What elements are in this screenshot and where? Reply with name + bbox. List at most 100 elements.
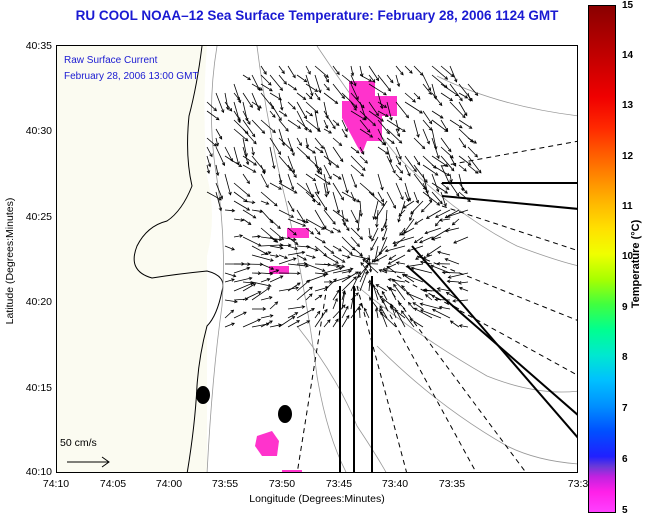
current-vector-head [318,294,323,299]
current-vector [458,119,473,129]
current-vector-head [293,87,298,91]
current-vector-head [356,198,361,203]
current-vector-head [302,96,307,100]
current-vector-head [444,258,449,262]
current-vector-head [333,278,337,282]
current-vector [389,287,397,301]
current-vector [440,92,453,101]
current-vector [260,191,278,207]
current-vector-head [344,134,348,139]
current-vector [206,101,217,111]
current-vector [278,236,297,241]
current-vector [390,303,397,319]
current-vector-head [464,190,468,195]
current-vector [296,254,307,261]
current-vector [287,282,301,292]
current-vector [413,191,419,204]
current-vector-head [449,320,454,324]
map-plot-area[interactable] [56,45,578,473]
current-vector [332,318,339,328]
current-vector-head [279,87,284,91]
current-vector [449,65,457,82]
current-vector-head [385,151,389,155]
current-vector [323,227,334,234]
current-vector [233,200,250,211]
current-vector-head [231,247,235,251]
current-vector-head [375,258,380,262]
current-vector [305,245,318,251]
current-vector [435,299,451,301]
current-vector [278,258,297,265]
current-vector [420,309,442,319]
current-vector [414,307,433,319]
current-vector [341,92,358,108]
current-vector-head [383,225,388,229]
current-vector [467,137,477,144]
current-vector-head [372,216,376,221]
current-vector [278,65,285,74]
current-vector-head [321,226,325,230]
current-vector-head [353,276,357,280]
current-vector [305,227,314,235]
current-vector-head [463,168,467,172]
current-vector [413,164,428,183]
current-vector-head [244,130,249,135]
current-vector-head [207,163,212,168]
x-tick-label: 73:35 [438,478,466,490]
current-vector [409,209,415,221]
current-vector-head [341,304,346,309]
current-vector [260,278,270,283]
current-vector [269,275,283,283]
current-vector-head [427,87,432,92]
current-vector [278,137,294,152]
current-vector [305,254,316,259]
current-vector-head [397,161,401,166]
current-vector-head [292,237,297,242]
current-vector-head [436,287,441,291]
current-vector-head [270,266,275,270]
current-vector-head [209,153,213,158]
current-vector-head [392,240,397,245]
radar-site-marker [196,386,210,404]
current-vector-head [459,97,463,102]
radar-beam-lines [339,182,577,472]
current-vector [296,308,315,319]
current-vector-head [431,237,436,241]
current-vector [430,265,451,274]
current-vector-head [386,130,390,135]
current-vector [377,191,384,203]
current-vector-head [281,70,285,75]
current-vector-head [379,305,383,310]
current-vector-head [406,248,411,253]
current-vector [359,271,368,292]
current-vector-head [385,113,389,117]
current-vector [450,320,460,328]
current-vector-head [387,261,392,265]
current-vector [215,137,219,146]
current-vector-head [320,145,324,149]
current-vector-head [309,112,314,117]
current-vector-head [310,92,314,97]
current-vector-head [265,201,270,205]
current-vector [350,288,356,310]
current-vector-head [369,134,374,138]
x-tick-label: 73:40 [381,478,409,490]
current-vector-head [306,279,311,284]
current-vector-head [336,71,340,76]
current-vector [431,128,437,150]
current-vector [332,83,345,99]
current-vector-head [398,140,403,144]
current-vector-head [434,297,438,302]
current-vector-head [268,296,273,300]
current-vector-head [473,140,478,144]
current-vector-head [390,303,394,308]
current-vector-head [251,200,256,205]
current-vector-head [303,257,307,261]
current-vector-head [327,181,331,185]
current-vector [332,304,346,319]
current-vector [215,191,222,211]
current-vector-head [231,208,236,213]
current-vector [419,236,433,243]
current-vector [435,209,451,218]
current-vector [440,119,449,132]
